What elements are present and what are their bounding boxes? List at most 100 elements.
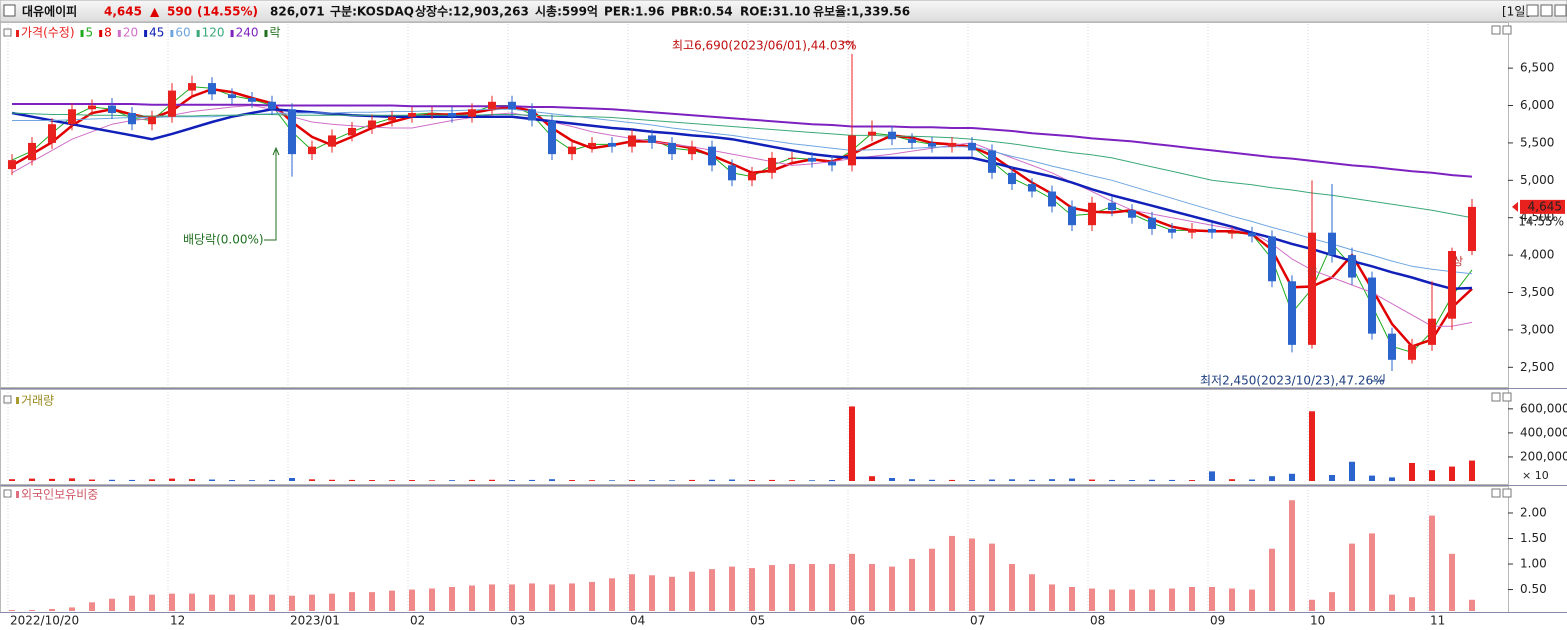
y-tick-label: 4,000 [1520,248,1554,262]
candle-body [848,135,856,166]
bar [1329,592,1335,611]
bar [1029,574,1035,611]
candle-body [628,135,636,147]
panel-icon[interactable] [1491,488,1501,498]
bar [1109,479,1115,481]
candle-body [8,160,16,170]
bar [1069,587,1075,611]
maximize-button[interactable] [1540,4,1553,17]
bar [1169,588,1175,611]
x-tick-label: 03 [510,614,525,628]
limit-up-mark: 상 [1453,255,1463,268]
bar [49,478,55,481]
market-cap: 시총:599억 [535,4,598,19]
bar [1349,461,1355,481]
bar [169,478,175,481]
candle-body [608,142,616,147]
candle-body [1148,217,1156,229]
bar [609,480,615,481]
market: 구분:KOSDAQ [330,5,414,19]
low-annotation: 최저2,450(2023/10/23),47.26% [1200,374,1385,388]
bar [149,594,155,611]
bar [889,566,895,611]
legend-swatch [16,491,19,498]
bar [1249,589,1255,611]
y-tick-label: 0.50 [1520,582,1547,596]
candle-body [108,105,116,114]
legend-label: 120 [202,26,225,40]
bar [669,480,675,481]
panel-icon[interactable] [1502,25,1512,35]
bar [389,590,395,611]
panel-icon[interactable] [1491,25,1501,35]
bar [1029,479,1035,481]
current-price-box [1520,199,1565,214]
x-tick-label: 2022/10/20 [10,614,79,628]
candle-body [988,150,996,173]
bar [109,598,115,611]
candle-body [588,142,596,147]
y-tick-label: 1.50 [1520,531,1547,545]
bar [1169,479,1175,481]
bar [829,564,835,611]
candle-body [1388,333,1396,360]
checkbox[interactable] [3,4,16,17]
candle-body [748,172,756,181]
stock-name: 대유에이피 [22,4,77,19]
period[interactable]: [1일] [1502,5,1530,19]
bar [849,406,855,481]
candle-body [208,83,216,95]
panel-icon[interactable] [1491,392,1501,402]
bar [329,593,335,611]
legend-swatch [16,397,19,404]
moving-average [11,86,1473,353]
legend-label: 가격(수정) [21,26,75,40]
moving-average [11,104,1473,327]
price: 4,645 [104,5,142,19]
candle-body [868,131,876,136]
bar [949,535,955,611]
high-annotation: 최고6,690(2023/06/01),44.03% [672,39,857,53]
axes: 2022/10/20 12 2023/01 02 03 04 05 06 07 08 09 10 11 2… [10,61,1567,628]
legend-label: 락 [269,26,280,40]
bar [1309,599,1315,611]
panel-icon[interactable] [1502,392,1512,402]
bar [829,480,835,481]
candle-body [328,135,336,147]
bar [1129,589,1135,611]
bar [1229,588,1235,611]
dividend-annotation: 배당락(0.00%) [183,233,264,247]
bar [629,480,635,481]
legend-label: 8 [104,26,112,40]
bar [1369,475,1375,481]
bar [809,564,815,611]
minimize-button[interactable] [1526,4,1539,17]
bar [1369,533,1375,611]
bar [1129,480,1135,481]
bar [1469,599,1475,611]
bar [949,479,955,481]
volume-title: 거래량 [21,394,54,408]
bar [1269,548,1275,611]
candle-body [528,109,536,121]
bar [1329,474,1335,481]
candle-body [668,142,676,155]
legend-label: 5 [86,26,94,40]
candle-body [948,142,956,147]
panel-icon[interactable] [1502,488,1512,498]
close-button[interactable] [1554,4,1567,17]
bar [629,574,635,611]
bar [409,589,415,611]
bar [909,479,915,481]
candle-body [348,127,356,136]
bar [1429,470,1435,481]
candle-body [568,146,576,155]
bar [869,564,875,611]
bar [489,479,495,481]
bar [1049,584,1055,611]
candle-body [448,113,456,117]
x-tick-label: 09 [1210,614,1225,628]
bar [169,593,175,611]
candle-body [1408,344,1416,360]
candle-body [308,146,316,155]
